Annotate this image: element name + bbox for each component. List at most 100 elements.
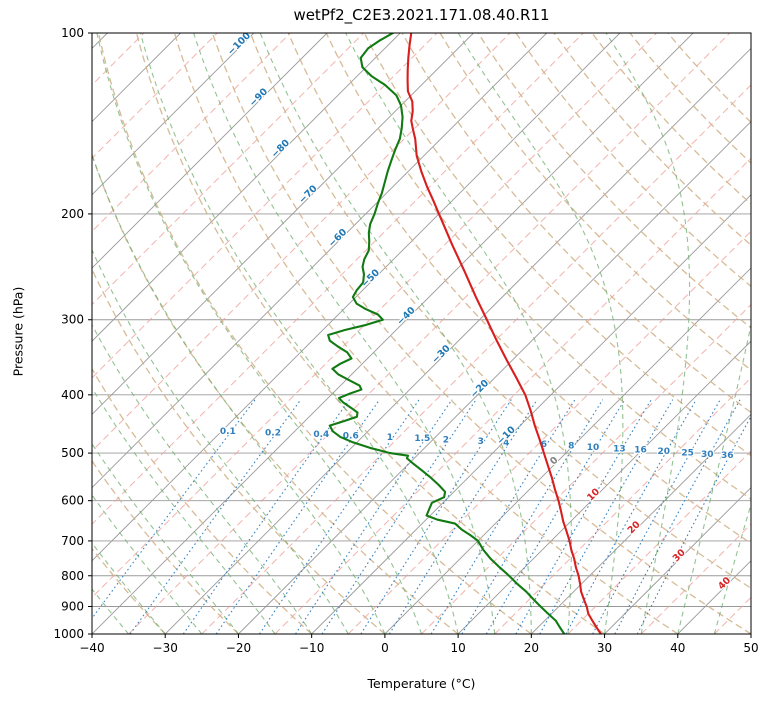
dry-adiabat-line	[629, 33, 751, 164]
moist-adiabat-line	[677, 322, 751, 634]
isotherm-line	[311, 194, 751, 634]
y-axis-label: Pressure (hPa)	[10, 286, 26, 377]
mixing-ratio-line	[636, 415, 751, 634]
mixing-ratio-line	[539, 399, 674, 634]
dry-adiabat-line	[135, 33, 605, 634]
mixing-ratio-label: 6	[541, 440, 547, 450]
isotherms-minor	[92, 33, 751, 634]
x-tick-label: 0	[381, 641, 389, 655]
y-tick-label: 900	[61, 599, 84, 613]
mixing-ratio-line	[321, 399, 477, 634]
moist-adiabat-line	[193, 33, 496, 634]
isotherm-minor-line	[92, 33, 584, 525]
isotherm-minor-line	[92, 33, 511, 452]
moist-adiabat-line	[92, 494, 203, 634]
isotherm-line	[92, 33, 255, 196]
moist-adiabat-line	[457, 33, 624, 634]
mixing-ratio-label: 8	[568, 441, 574, 451]
temperature-curve	[406, 33, 602, 634]
isotherm-line	[92, 33, 621, 562]
mixing-ratio-label: 16	[634, 446, 647, 456]
isotherms-major	[92, 33, 751, 634]
isotherm-minor-line	[201, 84, 751, 634]
mixing-ratio-label: 2	[443, 436, 449, 446]
dry-adiabat-line	[553, 33, 751, 246]
mixing-ratio-line	[485, 399, 626, 634]
mixing-ratio-line	[215, 399, 381, 634]
x-tick-label: 40	[670, 641, 685, 655]
mixing-ratio-line	[430, 399, 576, 634]
y-tick-label: 1000	[53, 627, 84, 641]
dry-adiabat-line	[287, 33, 751, 545]
dry-adiabat-line	[325, 33, 751, 500]
mixing-ratio-label: 25	[681, 448, 694, 458]
mixing-ratio-line	[92, 399, 256, 620]
x-axis-label: Temperature (°C)	[367, 676, 476, 691]
mixing-ratio-label: 1.5	[414, 434, 430, 444]
x-tick-label: 20	[524, 641, 539, 655]
mixing-ratio-label: 0.1	[220, 427, 236, 437]
dry-adiabat-line	[92, 153, 459, 634]
moist-adiabat-line	[139, 33, 459, 634]
isotherm-line	[92, 33, 548, 489]
mixing-ratio-line	[515, 399, 652, 634]
dry-adiabat-line	[249, 33, 751, 590]
mixing-ratio-label: 4	[503, 439, 509, 449]
moist-adiabat-line	[345, 33, 572, 634]
x-tick-label: −10	[299, 641, 324, 655]
y-tick-label: 600	[61, 494, 84, 508]
mixing-ratio-label: 30	[701, 450, 714, 460]
mixing-ratio-line	[461, 399, 604, 634]
moist-adiabat-line	[259, 33, 532, 634]
y-tick-label: 800	[61, 569, 84, 583]
x-tick-label: −20	[226, 641, 251, 655]
x-tick-label: 50	[743, 641, 758, 655]
y-axis-ticks: 100 200 300 400 500 600 700 800 900 1000	[53, 26, 92, 641]
mixing-ratio-label: 10	[587, 443, 600, 453]
isotherm-line	[457, 340, 751, 634]
dry-adiabat-line	[92, 267, 386, 634]
y-tick-label: 400	[61, 388, 84, 402]
isotherm-minor-line	[92, 33, 438, 379]
isotherm-line	[92, 33, 401, 342]
mixing-ratio-line	[388, 399, 538, 634]
pressure-gridlines	[92, 33, 751, 634]
y-tick-label: 200	[61, 207, 84, 221]
y-tick-label: 100	[61, 26, 84, 40]
isotherm-line	[238, 120, 751, 634]
moist-adiabat-line	[92, 442, 239, 634]
isotherm-line	[92, 33, 474, 416]
x-tick-label: 10	[450, 641, 465, 655]
chart-title: wetPf2_C2E3.2021.171.08.40.R11	[293, 6, 550, 24]
isotherm-line	[164, 47, 751, 634]
mixing-ratio-label: 20	[658, 447, 671, 457]
mixing-ratio-line	[295, 399, 453, 634]
mixing-ratio-line	[614, 399, 741, 634]
moist-adiabat-line	[92, 248, 349, 634]
isotherm-minor-line	[92, 33, 365, 306]
isotherm-minor-line	[128, 33, 731, 634]
isotherm-line	[92, 33, 328, 269]
moist-adiabat-line	[96, 33, 423, 634]
dry-adiabat-line	[211, 33, 751, 634]
isotherm-line	[531, 413, 751, 634]
dry-adiabat-line	[439, 33, 751, 371]
mixing-ratio-label: 1	[387, 433, 393, 443]
isotherm-minor-line	[92, 33, 657, 599]
x-tick-label: 30	[597, 641, 612, 655]
dry-adiabat-line	[515, 33, 751, 288]
mixing-ratio-label: 0.4	[313, 430, 329, 440]
mixing-ratio-line	[565, 399, 697, 634]
moist-adiabat-line	[605, 33, 691, 634]
dry-adiabat-line	[92, 459, 239, 634]
y-tick-label: 500	[61, 446, 84, 460]
dry-adiabat-line	[97, 33, 532, 634]
isotherm-minor-line	[92, 33, 291, 233]
mixing-ratio-label: 0.2	[265, 428, 281, 438]
y-tick-label: 300	[61, 313, 84, 327]
isotherm-line	[384, 267, 751, 634]
dry-adiabat-line	[401, 33, 751, 414]
mixing-ratio-lines	[92, 399, 751, 634]
